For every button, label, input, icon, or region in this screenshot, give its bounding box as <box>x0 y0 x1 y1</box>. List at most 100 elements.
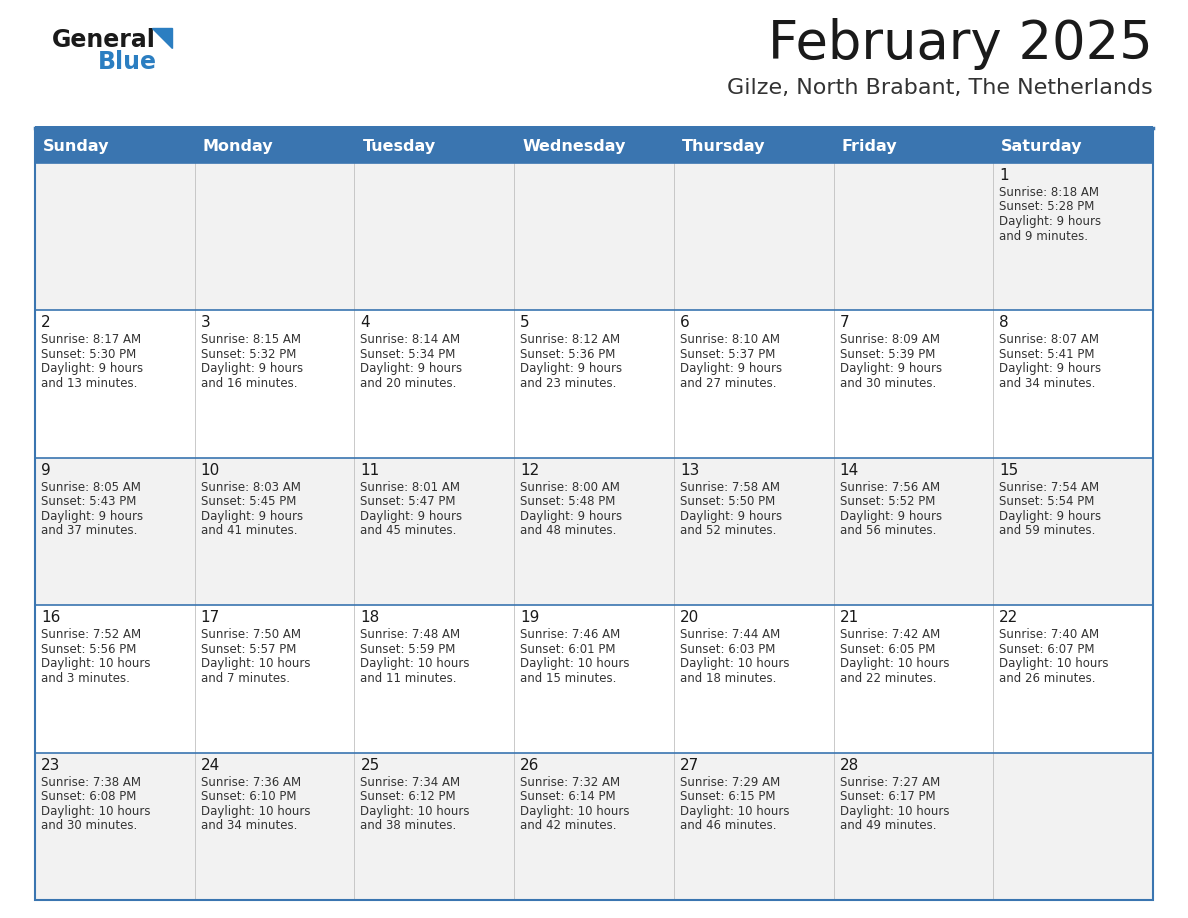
Text: Friday: Friday <box>841 140 897 154</box>
Text: Sunrise: 8:05 AM: Sunrise: 8:05 AM <box>42 481 141 494</box>
Text: 25: 25 <box>360 757 380 773</box>
Text: Blue: Blue <box>97 50 157 74</box>
Text: and 52 minutes.: and 52 minutes. <box>680 524 776 537</box>
Text: 8: 8 <box>999 316 1009 330</box>
Text: and 41 minutes.: and 41 minutes. <box>201 524 297 537</box>
Text: Daylight: 10 hours: Daylight: 10 hours <box>360 657 470 670</box>
Text: Daylight: 9 hours: Daylight: 9 hours <box>520 509 623 522</box>
Text: Sunrise: 8:17 AM: Sunrise: 8:17 AM <box>42 333 141 346</box>
Text: and 22 minutes.: and 22 minutes. <box>840 672 936 685</box>
Text: Sunset: 6:12 PM: Sunset: 6:12 PM <box>360 790 456 803</box>
Text: Daylight: 10 hours: Daylight: 10 hours <box>840 804 949 818</box>
Text: Sunset: 5:59 PM: Sunset: 5:59 PM <box>360 643 456 655</box>
Text: 5: 5 <box>520 316 530 330</box>
Text: 20: 20 <box>680 610 699 625</box>
Text: Gilze, North Brabant, The Netherlands: Gilze, North Brabant, The Netherlands <box>727 78 1154 98</box>
Text: Daylight: 9 hours: Daylight: 9 hours <box>42 509 143 522</box>
Text: Sunrise: 8:12 AM: Sunrise: 8:12 AM <box>520 333 620 346</box>
Text: Daylight: 9 hours: Daylight: 9 hours <box>680 363 782 375</box>
Text: 10: 10 <box>201 463 220 477</box>
Text: Sunset: 6:01 PM: Sunset: 6:01 PM <box>520 643 615 655</box>
Text: 22: 22 <box>999 610 1018 625</box>
Text: Sunset: 5:54 PM: Sunset: 5:54 PM <box>999 496 1094 509</box>
Bar <box>34 131 1154 163</box>
Text: Daylight: 9 hours: Daylight: 9 hours <box>999 363 1101 375</box>
Text: and 16 minutes.: and 16 minutes. <box>201 377 297 390</box>
Text: Sunset: 5:30 PM: Sunset: 5:30 PM <box>42 348 137 361</box>
Text: Sunset: 6:07 PM: Sunset: 6:07 PM <box>999 643 1095 655</box>
Text: and 30 minutes.: and 30 minutes. <box>840 377 936 390</box>
Text: Sunrise: 8:09 AM: Sunrise: 8:09 AM <box>840 333 940 346</box>
Bar <box>34 131 1154 900</box>
Text: and 18 minutes.: and 18 minutes. <box>680 672 776 685</box>
Text: Sunset: 6:08 PM: Sunset: 6:08 PM <box>42 790 137 803</box>
Text: Daylight: 9 hours: Daylight: 9 hours <box>520 363 623 375</box>
Text: Sunrise: 8:01 AM: Sunrise: 8:01 AM <box>360 481 461 494</box>
Text: 2: 2 <box>42 316 51 330</box>
Text: Sunset: 5:36 PM: Sunset: 5:36 PM <box>520 348 615 361</box>
Text: Sunrise: 8:00 AM: Sunrise: 8:00 AM <box>520 481 620 494</box>
Text: Sunset: 5:39 PM: Sunset: 5:39 PM <box>840 348 935 361</box>
Text: Sunrise: 7:42 AM: Sunrise: 7:42 AM <box>840 628 940 641</box>
Text: Daylight: 10 hours: Daylight: 10 hours <box>42 657 151 670</box>
Polygon shape <box>152 28 172 48</box>
Text: Sunset: 5:43 PM: Sunset: 5:43 PM <box>42 496 137 509</box>
Text: 14: 14 <box>840 463 859 477</box>
Text: and 13 minutes.: and 13 minutes. <box>42 377 138 390</box>
Text: Sunset: 5:47 PM: Sunset: 5:47 PM <box>360 496 456 509</box>
Text: Sunrise: 7:27 AM: Sunrise: 7:27 AM <box>840 776 940 789</box>
Text: Thursday: Thursday <box>682 140 765 154</box>
Text: Sunset: 5:28 PM: Sunset: 5:28 PM <box>999 200 1094 214</box>
Bar <box>34 126 1154 129</box>
Text: Sunset: 6:17 PM: Sunset: 6:17 PM <box>840 790 935 803</box>
Text: Sunset: 5:56 PM: Sunset: 5:56 PM <box>42 643 137 655</box>
Text: Sunrise: 7:54 AM: Sunrise: 7:54 AM <box>999 481 1099 494</box>
Text: and 49 minutes.: and 49 minutes. <box>840 819 936 832</box>
Text: and 42 minutes.: and 42 minutes. <box>520 819 617 832</box>
Bar <box>34 605 1154 753</box>
Text: and 34 minutes.: and 34 minutes. <box>201 819 297 832</box>
Bar <box>34 753 1154 900</box>
Bar <box>34 458 1154 605</box>
Text: 21: 21 <box>840 610 859 625</box>
Text: and 23 minutes.: and 23 minutes. <box>520 377 617 390</box>
Text: 18: 18 <box>360 610 380 625</box>
Text: Daylight: 10 hours: Daylight: 10 hours <box>201 804 310 818</box>
Text: Sunrise: 8:18 AM: Sunrise: 8:18 AM <box>999 186 1099 199</box>
Text: Daylight: 10 hours: Daylight: 10 hours <box>999 657 1108 670</box>
Text: Sunset: 6:15 PM: Sunset: 6:15 PM <box>680 790 776 803</box>
Text: Sunset: 5:57 PM: Sunset: 5:57 PM <box>201 643 296 655</box>
Text: Daylight: 9 hours: Daylight: 9 hours <box>680 509 782 522</box>
Text: Daylight: 10 hours: Daylight: 10 hours <box>520 804 630 818</box>
Text: and 37 minutes.: and 37 minutes. <box>42 524 138 537</box>
Text: Daylight: 9 hours: Daylight: 9 hours <box>360 509 462 522</box>
Text: and 15 minutes.: and 15 minutes. <box>520 672 617 685</box>
Text: and 45 minutes.: and 45 minutes. <box>360 524 457 537</box>
Text: Sunrise: 8:15 AM: Sunrise: 8:15 AM <box>201 333 301 346</box>
Text: Sunrise: 8:03 AM: Sunrise: 8:03 AM <box>201 481 301 494</box>
Text: Sunset: 5:50 PM: Sunset: 5:50 PM <box>680 496 775 509</box>
Text: 15: 15 <box>999 463 1018 477</box>
Text: 12: 12 <box>520 463 539 477</box>
Text: 16: 16 <box>42 610 61 625</box>
Text: 19: 19 <box>520 610 539 625</box>
Text: 28: 28 <box>840 757 859 773</box>
Text: Sunrise: 7:52 AM: Sunrise: 7:52 AM <box>42 628 141 641</box>
Text: Sunset: 6:05 PM: Sunset: 6:05 PM <box>840 643 935 655</box>
Text: and 56 minutes.: and 56 minutes. <box>840 524 936 537</box>
Bar <box>34 163 1154 310</box>
Text: Sunday: Sunday <box>43 140 109 154</box>
Text: 13: 13 <box>680 463 700 477</box>
Text: and 11 minutes.: and 11 minutes. <box>360 672 457 685</box>
Text: Daylight: 9 hours: Daylight: 9 hours <box>840 509 942 522</box>
Text: 6: 6 <box>680 316 689 330</box>
Text: Sunrise: 7:34 AM: Sunrise: 7:34 AM <box>360 776 461 789</box>
Text: Sunrise: 7:56 AM: Sunrise: 7:56 AM <box>840 481 940 494</box>
Text: Sunset: 5:45 PM: Sunset: 5:45 PM <box>201 496 296 509</box>
Text: 23: 23 <box>42 757 61 773</box>
Text: Sunrise: 7:36 AM: Sunrise: 7:36 AM <box>201 776 301 789</box>
Text: Sunset: 5:32 PM: Sunset: 5:32 PM <box>201 348 296 361</box>
Text: Sunset: 5:52 PM: Sunset: 5:52 PM <box>840 496 935 509</box>
Text: and 20 minutes.: and 20 minutes. <box>360 377 457 390</box>
Text: 24: 24 <box>201 757 220 773</box>
